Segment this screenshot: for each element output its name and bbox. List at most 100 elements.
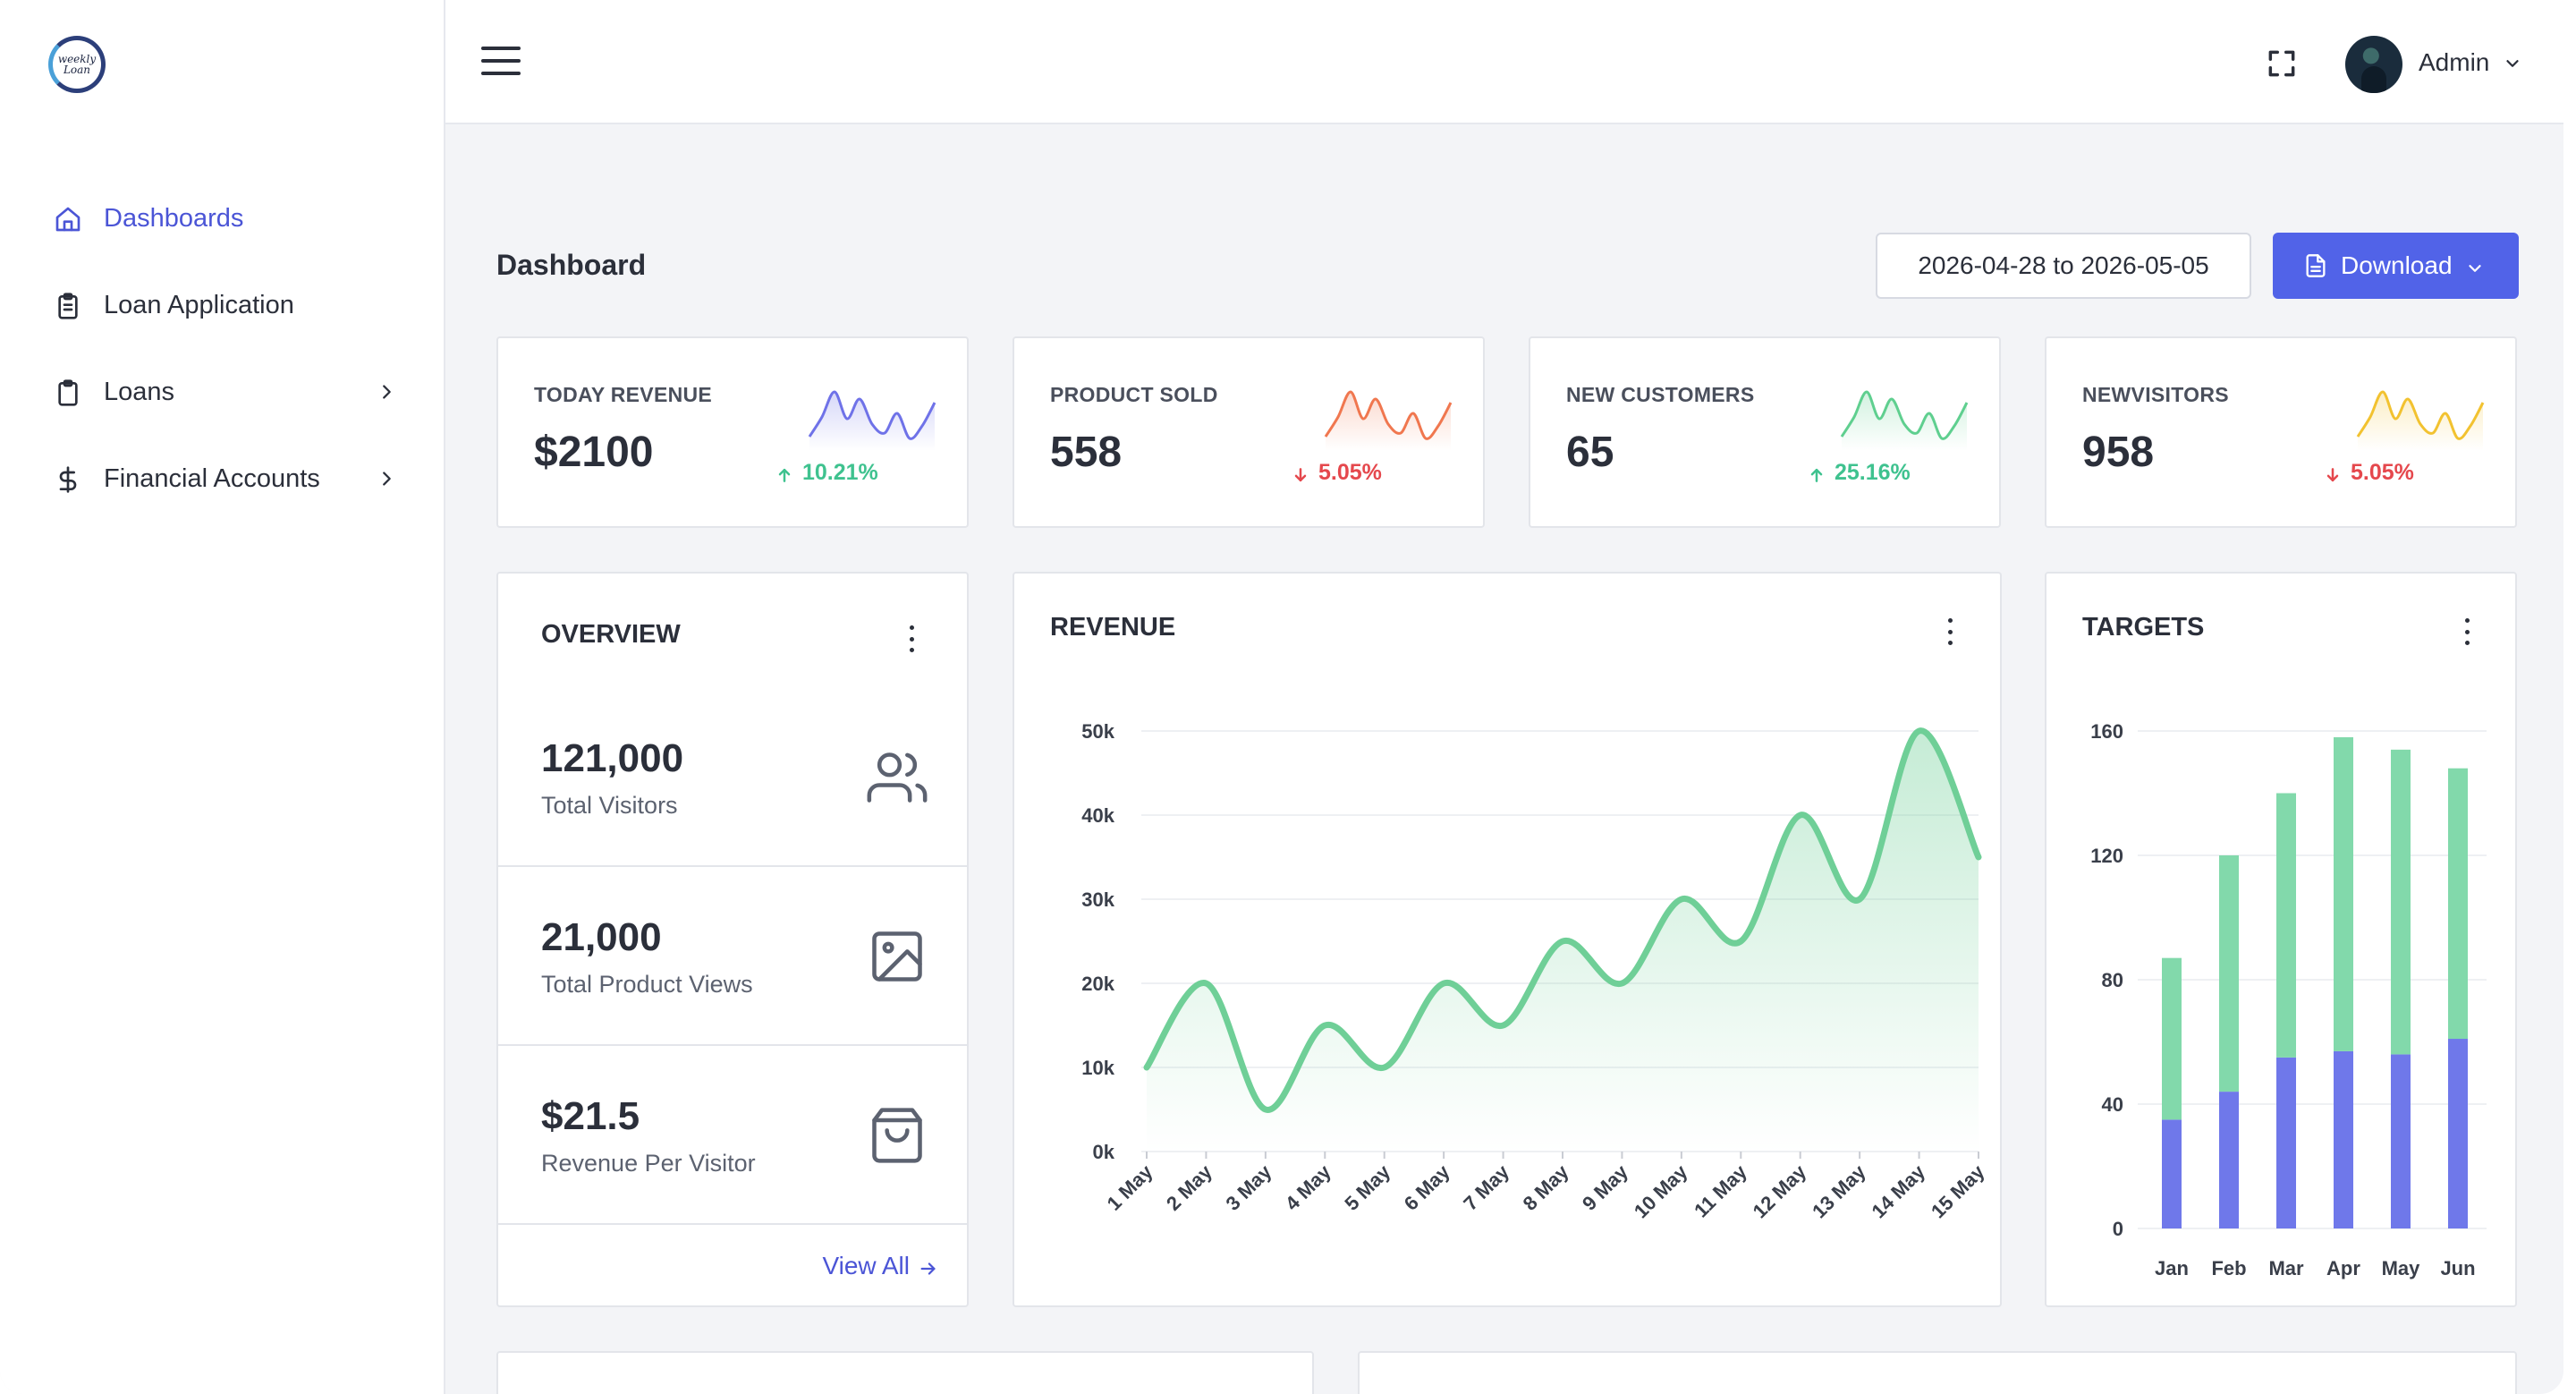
stat-card-new-visitors: NEWVISITORS 958 5.05%	[2045, 336, 2517, 528]
page-title: Dashboard	[496, 249, 647, 281]
top-bar: Admin	[445, 0, 2563, 124]
stat-value: 558	[1050, 429, 1123, 476]
sparkline	[808, 390, 936, 451]
image-icon	[867, 926, 928, 987]
sidebar-item-label: Loan Application	[104, 291, 294, 319]
bar-segment	[2162, 1119, 2182, 1228]
stat-change-value: 5.05%	[2351, 460, 2414, 485]
hamburger-icon[interactable]	[481, 47, 521, 79]
view-all-label: View All	[822, 1252, 910, 1279]
user-name[interactable]: Admin	[2419, 48, 2490, 76]
x-tick-label: 7 May	[1459, 1160, 1513, 1214]
x-tick-label: Feb	[2211, 1257, 2246, 1279]
bar-segment	[2391, 1054, 2411, 1228]
overview-label: Total Visitors	[541, 792, 678, 819]
x-tick-label: 1 May	[1103, 1160, 1157, 1214]
brand-logo[interactable]: weekly Loan	[48, 36, 106, 93]
download-button[interactable]: Download	[2273, 233, 2519, 299]
sidebar-item-label: Financial Accounts	[104, 464, 320, 493]
x-tick-label: 12 May	[1749, 1160, 1811, 1222]
sidebar-item-loans[interactable]: Loans	[0, 349, 444, 436]
more-options-icon[interactable]	[907, 625, 916, 652]
bar-segment	[2334, 736, 2353, 1051]
y-tick-label: 80	[2102, 969, 2123, 991]
bar-segment	[2219, 1092, 2239, 1228]
stat-value: $2100	[534, 429, 654, 476]
y-tick-label: 0k	[1093, 1141, 1115, 1163]
overview-row-product-views: 21,000 Total Product Views	[498, 867, 967, 1046]
sparkline-line	[1324, 390, 1453, 440]
bar-segment	[2219, 855, 2239, 1092]
y-tick-label: 30k	[1081, 888, 1114, 911]
x-tick-label: 14 May	[1868, 1160, 1930, 1222]
stat-value: 958	[2082, 429, 2155, 476]
bottom-card-right	[1358, 1351, 2517, 1394]
x-tick-label: 8 May	[1519, 1160, 1573, 1214]
more-options-icon[interactable]	[1945, 618, 1954, 645]
x-tick-label: 3 May	[1221, 1160, 1275, 1214]
logo-text: weekly Loan	[57, 53, 97, 76]
bar-segment	[2276, 793, 2296, 1058]
sparkline	[1324, 390, 1453, 451]
x-tick-label: Apr	[2326, 1257, 2360, 1279]
dollar-icon	[52, 463, 84, 496]
y-tick-label: 50k	[1081, 720, 1114, 743]
sidebar-item-financial-accounts[interactable]: Financial Accounts	[0, 436, 444, 523]
stat-change: 10.21%	[775, 460, 878, 486]
x-tick-label: 11 May	[1690, 1160, 1751, 1221]
sidebar-item-loan-application[interactable]: Loan Application	[0, 262, 444, 349]
overview-label: Total Product Views	[541, 971, 753, 998]
stat-change: 5.05%	[2324, 460, 2414, 486]
x-tick-label: 10 May	[1630, 1160, 1692, 1222]
arrow-right-icon	[919, 1256, 938, 1276]
arrow-up-icon	[1808, 464, 1826, 482]
sidebar-nav: Dashboards Loan Application Loans	[0, 175, 444, 523]
overview-value: $21.5	[541, 1094, 640, 1138]
targets-chart: 0 40 80 120 160 Jan Feb Mar Apr May Jun	[2090, 720, 2487, 1279]
date-range-picker[interactable]: 2026-04-28 to 2026-05-05	[1876, 233, 2251, 299]
y-tick-label: 20k	[1081, 973, 1114, 995]
overview-label: Revenue Per Visitor	[541, 1150, 756, 1177]
chevron-right-icon	[372, 378, 401, 406]
x-tick-label: 13 May	[1808, 1160, 1870, 1222]
revenue-line	[1143, 727, 1982, 1113]
y-tick-label: 160	[2090, 720, 2123, 743]
avatar[interactable]	[2345, 36, 2402, 93]
bottom-card-left	[496, 1351, 1314, 1394]
x-tick-label: Mar	[2268, 1257, 2304, 1279]
x-tick-label: 4 May	[1281, 1160, 1335, 1214]
stat-change-value: 25.16%	[1835, 460, 1911, 485]
bar-segment	[2448, 768, 2468, 1040]
fullscreen-icon[interactable]	[2265, 47, 2299, 81]
stat-label: NEW CUSTOMERS	[1566, 383, 1755, 406]
x-tick-label: Jan	[2155, 1257, 2189, 1279]
sidebar-item-dashboards[interactable]: Dashboards	[0, 175, 444, 262]
sparkline	[2356, 390, 2485, 451]
x-tick-label: 9 May	[1578, 1160, 1632, 1214]
revenue-area	[1147, 730, 1979, 1152]
view-all-link[interactable]: View All	[822, 1252, 938, 1280]
sparkline-line	[1840, 390, 1969, 440]
y-tick-label: 40k	[1081, 804, 1114, 827]
x-tick-label: 15 May	[1927, 1160, 1989, 1222]
card-title: REVENUE	[1050, 613, 1176, 642]
overview-value: 21,000	[541, 915, 662, 959]
stat-change-value: 10.21%	[802, 460, 878, 485]
bar-segment	[2448, 1039, 2468, 1228]
y-tick-label: 120	[2090, 845, 2123, 867]
sparkline-line	[2356, 390, 2485, 440]
x-tick-label: Jun	[2440, 1257, 2475, 1279]
chevron-down-icon[interactable]	[2503, 54, 2522, 73]
y-tick-label: 0	[2113, 1218, 2123, 1240]
bar-segment	[2276, 1057, 2296, 1228]
card-title: OVERVIEW	[541, 620, 681, 649]
bar-segment	[2334, 1050, 2353, 1228]
chevron-down-icon	[2465, 256, 2485, 276]
more-options-icon[interactable]	[2462, 618, 2471, 645]
stat-card-today-revenue: TODAY REVENUE $2100 10.21%	[496, 336, 969, 528]
sparkline-line	[808, 390, 936, 440]
arrow-down-icon	[2324, 464, 2342, 482]
targets-card: TARGETS 0 40 80 120 160 Jan Feb Mar Apr May Jun	[2045, 572, 2517, 1307]
stat-value: 65	[1566, 429, 1614, 476]
